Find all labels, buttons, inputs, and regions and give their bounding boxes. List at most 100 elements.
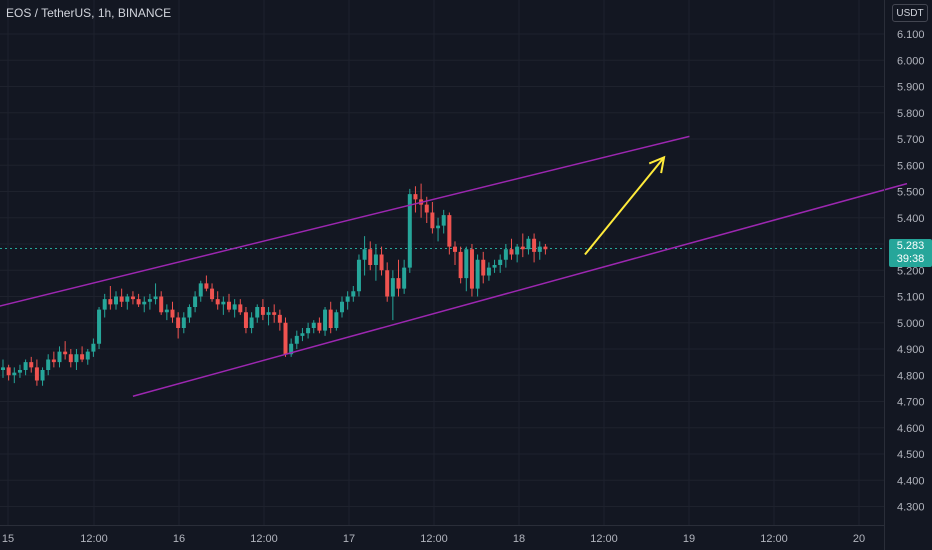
candle-body: [170, 309, 175, 318]
price-tick-label: 4.600: [897, 423, 925, 435]
candle-body: [255, 307, 260, 318]
channel-line-lower: [132, 182, 908, 397]
candles: [1, 183, 548, 386]
candle-body: [475, 259, 480, 289]
candle-body: [23, 362, 28, 370]
price-tick-label: 5.400: [897, 213, 925, 225]
price-tick-label: 4.900: [897, 344, 925, 356]
candle-body: [215, 299, 220, 305]
candle-body: [413, 194, 418, 200]
candle-body: [1, 367, 5, 370]
price-tick-label: 4.700: [897, 397, 925, 409]
channel-line-upper: [0, 135, 690, 307]
time-tick-label: 12:00: [250, 533, 278, 545]
candle-body: [68, 354, 73, 363]
time-tick-label: 20: [853, 533, 865, 545]
arrow-shaft: [584, 156, 665, 256]
candle-body: [17, 370, 22, 373]
candle-body: [402, 267, 407, 289]
price-tick-label: 5.700: [897, 134, 925, 146]
candle-body: [373, 254, 378, 265]
candle-body: [289, 343, 294, 355]
candle-body: [306, 328, 311, 334]
candle-body: [356, 259, 361, 292]
candle-body: [34, 367, 39, 381]
candle-body: [97, 309, 102, 344]
candle-body: [153, 296, 158, 300]
candle-body: [390, 278, 395, 297]
price-tick-label: 5.100: [897, 292, 925, 304]
candle-body: [458, 251, 463, 279]
candle-body: [238, 304, 243, 313]
candle-body: [46, 359, 51, 370]
price-tick-label: 5.800: [897, 108, 925, 120]
price-tick-label: 4.800: [897, 370, 925, 382]
candle-body: [379, 254, 384, 271]
price-tick-label: 5.600: [897, 160, 925, 172]
candle-body: [464, 249, 469, 279]
price-tick-label: 5.500: [897, 187, 925, 199]
candle-body: [204, 283, 209, 289]
candle-body: [447, 215, 452, 247]
candle-body: [102, 299, 107, 310]
candle-body: [249, 317, 254, 328]
time-tick-label: 12:00: [420, 533, 448, 545]
candle-body: [385, 270, 390, 297]
candle-body: [85, 351, 90, 360]
candle-body: [210, 288, 215, 300]
price-tick-label: 5.200: [897, 265, 925, 277]
candle-body: [532, 238, 537, 252]
candle-body: [147, 299, 152, 302]
price-tick-label: 6.000: [897, 55, 925, 67]
price-axis[interactable]: 6.100 6.000 5.900 5.800 5.700 5.600 5.500 5.400…: [897, 29, 925, 514]
chart-title: EOS / TetherUS, 1h, BINANCE: [6, 6, 172, 20]
candle-body: [424, 204, 429, 213]
candle-body: [351, 291, 356, 297]
candle-body: [142, 301, 147, 305]
candle-body: [159, 296, 164, 313]
time-tick-label: 16: [173, 533, 185, 545]
candle-body: [317, 322, 322, 331]
candle-body: [114, 296, 118, 305]
candle-body: [294, 335, 299, 344]
time-tick-label: 12:00: [590, 533, 618, 545]
candle-body: [272, 312, 277, 315]
time-tick-label: 18: [513, 533, 525, 545]
candle-body: [221, 301, 226, 305]
candle-body: [91, 343, 96, 352]
candle-body: [283, 322, 288, 355]
candle-body: [130, 296, 135, 300]
candle-body: [441, 215, 446, 226]
candle-body: [198, 283, 203, 297]
candle-body: [520, 246, 525, 250]
candle-body: [136, 299, 141, 305]
candle-body: [125, 296, 130, 302]
price-tick-label: 5.000: [897, 318, 925, 330]
candle-body: [407, 194, 412, 268]
candle-body: [181, 317, 186, 328]
candle-body: [260, 307, 265, 315]
candle-body: [6, 367, 11, 376]
candle-body: [277, 314, 282, 323]
price-tick-label: 4.300: [897, 502, 925, 514]
candle-body: [537, 246, 542, 252]
arrow-head: [648, 155, 666, 174]
price-tick-label: 4.400: [897, 475, 925, 487]
candle-body: [63, 351, 68, 355]
candle-body: [334, 312, 339, 328]
candle-body: [243, 312, 248, 328]
candle-body: [266, 312, 271, 315]
candle-body: [469, 249, 474, 289]
time-tick-label: 12:00: [80, 533, 108, 545]
currency-badge[interactable]: USDT: [892, 4, 928, 22]
candle-body: [368, 249, 373, 265]
candle-body: [498, 259, 503, 265]
candle-body: [164, 309, 169, 313]
candle-body: [57, 351, 62, 363]
time-axis[interactable]: 15 12:00 16 12:00 17 12:00 18 12:00 19 12:00 20: [2, 533, 865, 545]
drawings: [0, 135, 908, 397]
candle-body: [340, 301, 344, 313]
candle-body: [29, 362, 34, 368]
candle-body: [492, 265, 497, 268]
